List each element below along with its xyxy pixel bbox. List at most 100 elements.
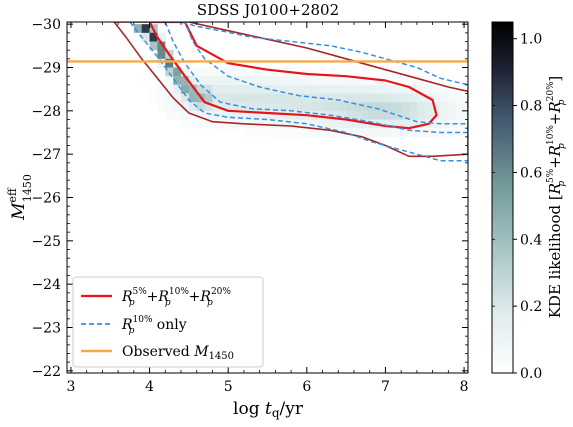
heatmap-cell-60	[204, 110, 213, 120]
x-tick-label-5: 5	[224, 379, 233, 395]
heatmap-cell-242	[401, 76, 410, 86]
heatmap-cell-68	[212, 119, 221, 129]
heatmap-cell-162	[314, 67, 323, 77]
heatmap-cell-16	[157, 93, 166, 103]
heatmap-cell-91	[243, 76, 253, 86]
heatmap-cell-193	[346, 76, 355, 86]
heatmap-cell-53	[196, 110, 205, 120]
y-tick-label-1: −29	[31, 61, 61, 77]
heatmap-cell-93	[243, 93, 253, 103]
heatmap-cell-97	[243, 128, 253, 138]
x-tick-label-8: 8	[460, 379, 469, 395]
heatmap-cell-140	[291, 84, 300, 94]
heatmap-cell-292	[456, 128, 465, 138]
heatmap-cell-39	[181, 110, 190, 120]
heatmap-cell-87	[236, 102, 245, 112]
heatmap-cell-289	[456, 102, 465, 112]
y-axis-label: Meff 1450	[6, 174, 34, 221]
heatmap-cell-25	[165, 102, 174, 112]
y-tick-label-3: −27	[31, 147, 61, 163]
heatmap-cell-270	[432, 84, 441, 94]
heatmap-cell-102	[251, 102, 261, 112]
heatmap-cell-241	[393, 128, 402, 138]
heatmap-cell-100	[251, 84, 261, 94]
heatmap-cell-1	[133, 32, 143, 42]
heatmap-cell-55	[204, 67, 213, 77]
heatmap-cell-14	[157, 76, 166, 86]
heatmap-cell-94	[243, 102, 253, 112]
heatmap-cell-214	[369, 76, 378, 86]
heatmap-cell-169	[314, 128, 323, 138]
heatmap-cell-20	[165, 58, 174, 68]
heatmap-cell-18	[165, 41, 174, 51]
heatmap-cell-36	[181, 84, 190, 94]
heatmap-cell-295	[464, 110, 468, 120]
heatmap-cell-170	[322, 67, 331, 77]
heatmap-cell-197	[346, 110, 355, 120]
legend-label-rp10: R10% p only	[121, 315, 187, 336]
heatmap-cell-296	[464, 119, 468, 129]
heatmap-cell-110	[259, 102, 268, 112]
heatmap-cell-189	[338, 102, 347, 112]
heatmap-cell-136	[283, 119, 292, 129]
heatmap-cell-149	[298, 93, 308, 103]
heatmap-cell-284	[448, 102, 457, 112]
heatmap-cell-31	[173, 93, 182, 103]
heatmap-cell-261	[416, 119, 426, 129]
heatmap-cell-38	[181, 102, 190, 112]
heatmap-cell-247	[401, 119, 410, 129]
heatmap-cell-171	[322, 76, 331, 86]
heatmap-cell-72	[220, 93, 229, 103]
heatmap-cell-11	[157, 41, 166, 51]
heatmap-cell-185	[330, 128, 339, 138]
heatmap-cell-131	[283, 76, 292, 86]
heatmap-cell-236	[393, 84, 402, 94]
heatmap-cell-223	[377, 93, 386, 103]
heatmap-cell-263	[424, 76, 434, 86]
heatmap-cell-28	[173, 67, 182, 77]
heatmap-cell-49	[196, 76, 205, 86]
heatmap-cell-227	[377, 128, 386, 138]
heatmap-cell-183	[330, 110, 339, 120]
heatmap-cell-125	[275, 93, 284, 103]
heatmap-cell-123	[275, 76, 284, 86]
heatmap-cell-78	[228, 84, 237, 94]
heatmap-cell-95	[243, 110, 253, 120]
heatmap-cell-8	[149, 84, 158, 94]
heatmap-cell-42	[188, 76, 198, 86]
heatmap-cell-146	[298, 67, 308, 77]
colorbar-label: KDE likelihood [R5%p+R10%p+R20%p]	[546, 76, 567, 319]
heatmap-cell-120	[267, 119, 276, 129]
heatmap-cell-115	[267, 76, 276, 86]
heatmap-cell-150	[298, 102, 308, 112]
heatmap-cell-126	[275, 102, 284, 112]
heatmap-cell-52	[196, 102, 205, 112]
heatmap-cell-172	[322, 84, 331, 94]
heatmap-cell-81	[228, 110, 237, 120]
heatmap-cell-202	[353, 93, 363, 103]
heatmap-cell-157	[306, 93, 316, 103]
heatmap-cell-246	[401, 110, 410, 120]
heatmap-cell-5	[149, 32, 158, 42]
legend-label-combined: R5% p +R10% p +R20% p	[121, 287, 231, 308]
heatmap-cell-225	[377, 110, 386, 120]
heatmap-cell-232	[385, 110, 394, 120]
cbar-tick-label-3: 0.6	[520, 165, 542, 181]
y-ticks: −30 −29 −28 −27 −26 −25 −24 −23 −22	[31, 17, 468, 380]
heatmap-cell-262	[416, 128, 426, 138]
heatmap-cell-176	[322, 119, 331, 129]
heatmap-cell-32	[173, 102, 182, 112]
heatmap-cell-287	[448, 128, 457, 138]
heatmap-cell-64	[212, 84, 221, 94]
heatmap-cell-116	[267, 84, 276, 94]
heatmap-cell-277	[440, 93, 449, 103]
heatmap-cell-90	[243, 67, 253, 77]
heatmap-cell-209	[361, 93, 371, 103]
heatmap-cell-86	[236, 93, 245, 103]
x-ticks: 3 4 5 6 7 8	[66, 22, 469, 395]
heatmap-cell-231	[385, 102, 394, 112]
heatmap-cell-61	[204, 119, 213, 129]
x-tick-label-7: 7	[381, 379, 390, 395]
heatmap-cell-290	[456, 110, 465, 120]
